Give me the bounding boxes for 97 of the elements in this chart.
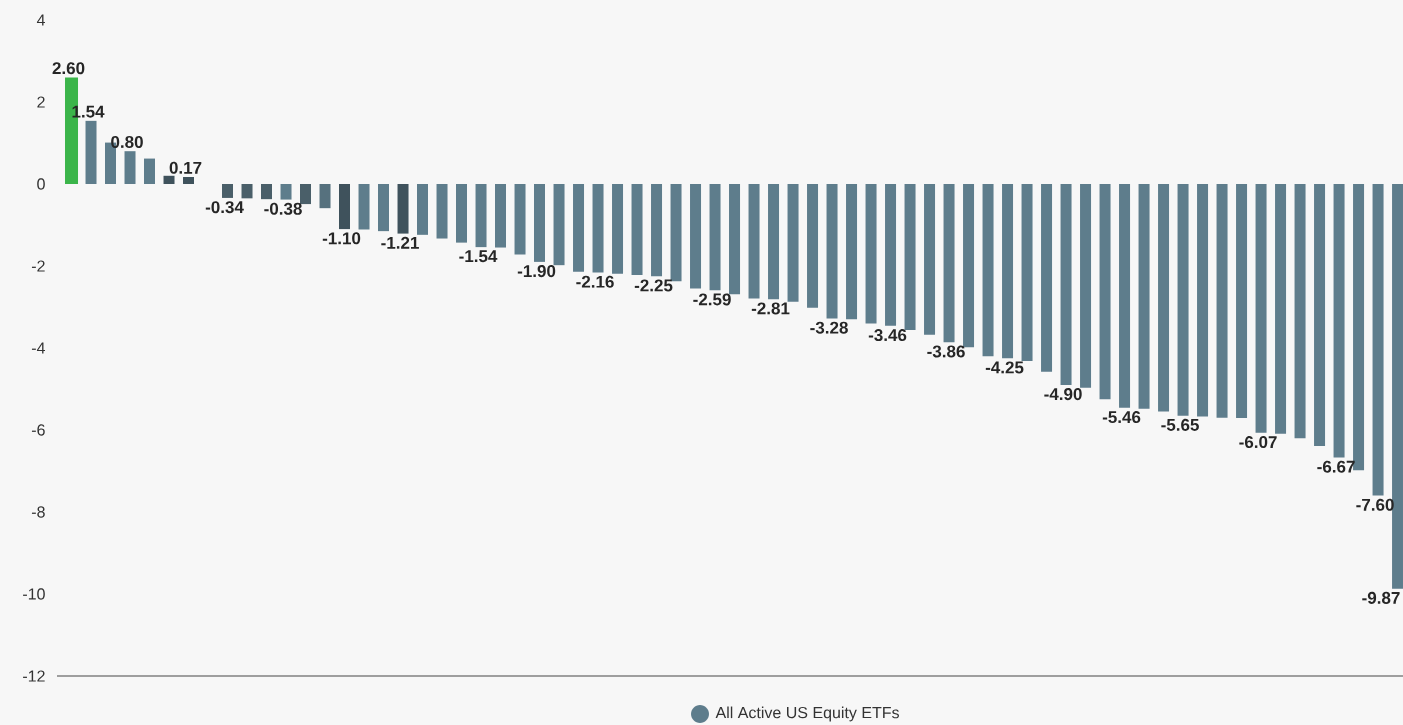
data-label: -3.28 <box>810 321 848 334</box>
bar <box>573 183 585 272</box>
bar <box>241 183 253 199</box>
bar <box>963 183 975 348</box>
bar <box>943 183 955 343</box>
bar <box>690 183 702 289</box>
data-label: -3.86 <box>927 345 965 358</box>
data-label: -0.38 <box>264 202 302 215</box>
bar <box>1197 183 1209 417</box>
bar <box>1060 183 1072 385</box>
bar <box>651 183 663 277</box>
bar <box>768 183 780 300</box>
bar <box>729 183 741 295</box>
bar <box>592 183 604 273</box>
bar <box>85 120 97 184</box>
bar <box>183 177 195 184</box>
legend-label: All Active US Equity ETFs <box>715 706 899 722</box>
data-label: -4.25 <box>985 361 1024 374</box>
bar <box>144 158 156 184</box>
data-label: -5.46 <box>1102 411 1141 424</box>
data-label: 2.60 <box>52 62 85 75</box>
bar <box>1372 183 1384 496</box>
data-label: -5.65 <box>1161 418 1199 431</box>
data-label: -6.07 <box>1239 436 1277 449</box>
bar <box>1333 183 1345 458</box>
y-tick-label: -8 <box>31 506 45 518</box>
bar <box>1002 183 1014 359</box>
data-label: -2.81 <box>751 302 790 315</box>
bar <box>222 183 234 198</box>
bar <box>534 183 546 262</box>
data-label: 0.80 <box>111 135 143 148</box>
bar <box>553 183 565 266</box>
y-tick-label: 2 <box>37 96 45 108</box>
bar <box>1041 183 1053 372</box>
bar <box>1177 183 1189 416</box>
data-label: -4.90 <box>1044 388 1082 401</box>
bar <box>300 183 312 205</box>
bar <box>1138 183 1150 409</box>
bar <box>846 183 858 320</box>
bar <box>456 183 468 243</box>
data-label: -3.46 <box>868 329 907 342</box>
bar <box>1314 183 1326 446</box>
bar <box>319 183 331 209</box>
bar <box>436 183 448 239</box>
y-tick-label: -4 <box>31 342 45 354</box>
data-label: -2.59 <box>693 293 731 306</box>
data-label: -0.34 <box>205 201 244 214</box>
data-label: -1.54 <box>459 250 498 263</box>
y-tick-label: -6 <box>31 424 45 436</box>
bar <box>1080 183 1092 388</box>
bar <box>417 183 429 235</box>
bar <box>280 183 292 200</box>
data-label: -9.87 <box>1362 591 1400 604</box>
bar <box>475 183 487 248</box>
data-label: -2.25 <box>634 279 673 292</box>
bar <box>1216 183 1228 418</box>
bar <box>865 183 877 324</box>
bar <box>1275 183 1287 434</box>
bar <box>904 183 916 330</box>
bar <box>787 183 799 302</box>
data-label: -1.21 <box>381 236 419 249</box>
bar <box>885 183 897 326</box>
data-label: 0.17 <box>169 161 202 174</box>
bar <box>982 183 994 357</box>
bar <box>807 183 819 308</box>
y-tick-label: -2 <box>31 260 45 272</box>
bar <box>748 183 760 299</box>
data-label: -1.10 <box>322 232 361 245</box>
bar <box>1236 183 1248 419</box>
bar <box>709 183 721 291</box>
y-tick-label: -12 <box>23 670 45 682</box>
bar <box>924 183 936 335</box>
y-tick-label: 4 <box>36 14 45 26</box>
bar <box>1119 183 1131 408</box>
data-label: -2.16 <box>576 275 614 288</box>
data-label: -1.90 <box>517 265 556 278</box>
y-tick-label: -10 <box>23 588 45 600</box>
bar <box>495 183 507 248</box>
bar <box>1255 183 1267 433</box>
bar <box>1021 183 1033 362</box>
bar <box>631 183 643 276</box>
bar <box>1099 183 1111 400</box>
bar <box>612 183 624 274</box>
bar <box>1294 183 1306 439</box>
bar <box>124 151 136 184</box>
bar <box>514 183 526 255</box>
bar <box>826 183 838 319</box>
bar <box>397 183 409 234</box>
bar <box>1392 183 1403 589</box>
bar <box>339 183 351 230</box>
bar <box>1353 183 1365 471</box>
bar <box>378 183 390 232</box>
bar <box>358 183 370 230</box>
y-tick-label: 0 <box>37 178 45 190</box>
bar <box>163 175 175 184</box>
bar <box>261 183 273 200</box>
bar <box>1158 183 1170 412</box>
